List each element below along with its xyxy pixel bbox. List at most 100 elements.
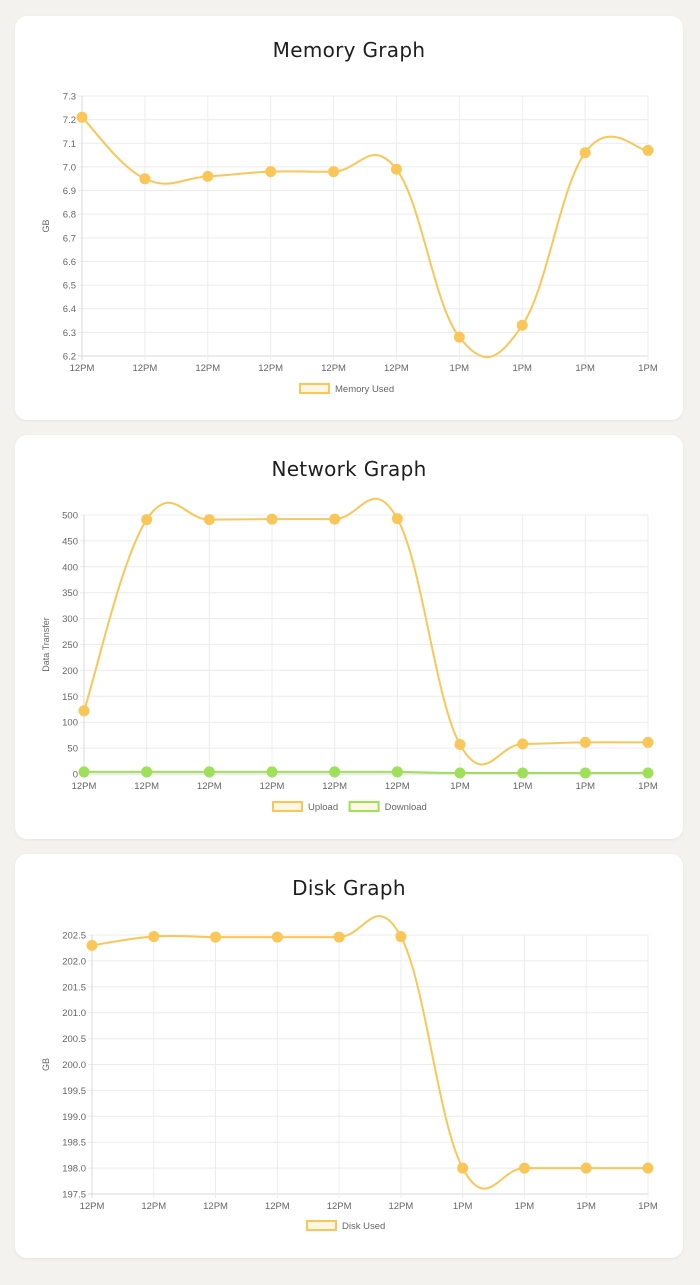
y-tick-label: 250 [62, 640, 78, 651]
grid-lines [88, 934, 649, 1198]
data-point[interactable] [580, 1162, 592, 1174]
data-point[interactable] [203, 766, 215, 778]
disk-chart: 202.5 202.0 201.5 201.0 200.5 200.0 199.5 199.0… [41, 915, 658, 1232]
data-point[interactable] [333, 931, 345, 943]
data-point[interactable] [210, 931, 222, 943]
x-tick-label: 12PM [195, 363, 220, 374]
series-line [83, 497, 649, 766]
data-point[interactable] [139, 173, 151, 185]
x-tick-label: 12PM [384, 363, 409, 374]
x-tick-label: 12PM [260, 781, 285, 792]
x-tick-label: 1PM [450, 363, 470, 374]
data-point[interactable] [642, 1162, 654, 1174]
data-point[interactable] [454, 767, 466, 779]
x-tick-label: 12PM [70, 363, 95, 374]
data-point[interactable] [202, 170, 214, 182]
y-tick-label: 7.1 [63, 139, 76, 150]
data-point[interactable] [271, 931, 283, 943]
y-tick-label: 200.0 [62, 1060, 86, 1071]
x-tick-label: 12PM [72, 781, 97, 792]
data-point[interactable] [517, 738, 529, 750]
data-point[interactable] [516, 319, 528, 331]
x-tick-label: 1PM [575, 363, 595, 374]
legend-label: Disk Used [342, 1221, 385, 1232]
legend-item[interactable]: Download [348, 801, 427, 813]
legend-item[interactable]: Memory Used [299, 383, 394, 395]
legend-swatch [348, 801, 380, 812]
y-axis-title: Data Transfer [41, 617, 51, 672]
data-point[interactable] [517, 767, 529, 779]
y-tick-label: 6.3 [63, 328, 76, 339]
data-point[interactable] [579, 736, 591, 748]
x-tick-label: 1PM [450, 781, 470, 792]
data-point[interactable] [203, 514, 215, 526]
data-point[interactable] [395, 931, 407, 943]
y-tick-label: 6.7 [63, 233, 76, 244]
x-tick-label: 12PM [197, 781, 222, 792]
grid-lines [80, 514, 649, 778]
data-point[interactable] [642, 144, 654, 156]
data-point[interactable] [266, 766, 278, 778]
data-point[interactable] [266, 513, 278, 525]
y-tick-label: 400 [62, 562, 78, 573]
y-tick-label: 199.5 [62, 1086, 86, 1097]
data-point[interactable] [148, 931, 160, 943]
data-point[interactable] [86, 939, 98, 951]
legend-swatch [306, 1220, 337, 1231]
legend-item[interactable]: Upload [272, 801, 338, 813]
y-axis-title: GB [41, 1058, 51, 1071]
x-tick-label: 1PM [638, 363, 658, 374]
x-tick-label: 12PM [388, 1201, 413, 1212]
data-point[interactable] [391, 766, 403, 778]
y-tick-label: 6.9 [63, 186, 76, 197]
data-point[interactable] [329, 766, 341, 778]
x-tick-label: 12PM [322, 781, 347, 792]
data-point[interactable] [453, 331, 465, 343]
network-graph-title: Network Graph [271, 457, 427, 481]
legend-label: Download [385, 802, 427, 813]
data-point[interactable] [76, 111, 88, 123]
y-tick-label: 350 [62, 588, 78, 599]
data-point[interactable] [391, 513, 403, 525]
x-tick-label: 1PM [638, 1201, 658, 1212]
y-tick-label: 500 [62, 511, 78, 522]
data-point[interactable] [141, 766, 153, 778]
y-tick-label: 200 [62, 666, 78, 677]
data-point[interactable] [642, 736, 654, 748]
data-point[interactable] [518, 1162, 530, 1174]
series-line [81, 116, 649, 359]
series-line [91, 915, 648, 1190]
x-tick-label: 12PM [385, 781, 410, 792]
x-tick-label: 1PM [515, 1201, 535, 1212]
legend-label: Upload [308, 802, 338, 813]
data-point[interactable] [642, 767, 654, 779]
data-point[interactable] [265, 166, 277, 178]
data-point[interactable] [328, 166, 340, 178]
x-tick-label: 1PM [576, 781, 596, 792]
data-point[interactable] [141, 514, 153, 526]
y-tick-label: 50 [67, 744, 78, 755]
data-point[interactable] [329, 513, 341, 525]
grid-lines [78, 95, 649, 360]
series-line [83, 770, 648, 775]
y-tick-label: 100 [62, 718, 78, 729]
x-tick-label: 12PM [134, 781, 159, 792]
memory-graph-card: Memory Graph 7.3 7.2 7.1 7.0 6.9 6.8 6.7 6.6 6.5… [15, 16, 683, 420]
y-tick-label: 7.0 [63, 162, 76, 173]
y-tick-label: 197.5 [62, 1190, 86, 1201]
network-graph-card: Network Graph 500 450 400 350 300 250 200 150 10… [15, 435, 683, 839]
data-point[interactable] [457, 1162, 469, 1174]
x-tick-label: 12PM [132, 363, 157, 374]
data-point[interactable] [78, 766, 90, 778]
y-tick-label: 201.0 [62, 1008, 86, 1019]
data-point[interactable] [78, 705, 90, 717]
x-tick-label: 1PM [512, 363, 532, 374]
legend-item[interactable]: Disk Used [306, 1220, 385, 1232]
data-point[interactable] [579, 767, 591, 779]
data-point[interactable] [390, 163, 402, 175]
data-point[interactable] [454, 738, 466, 750]
y-tick-label: 200.5 [62, 1034, 86, 1045]
y-tick-label: 6.8 [63, 210, 76, 221]
data-point[interactable] [579, 147, 591, 159]
memory-chart: 7.37.27.17.06.96.86.76.66.56.46.36.212PM… [41, 92, 658, 396]
